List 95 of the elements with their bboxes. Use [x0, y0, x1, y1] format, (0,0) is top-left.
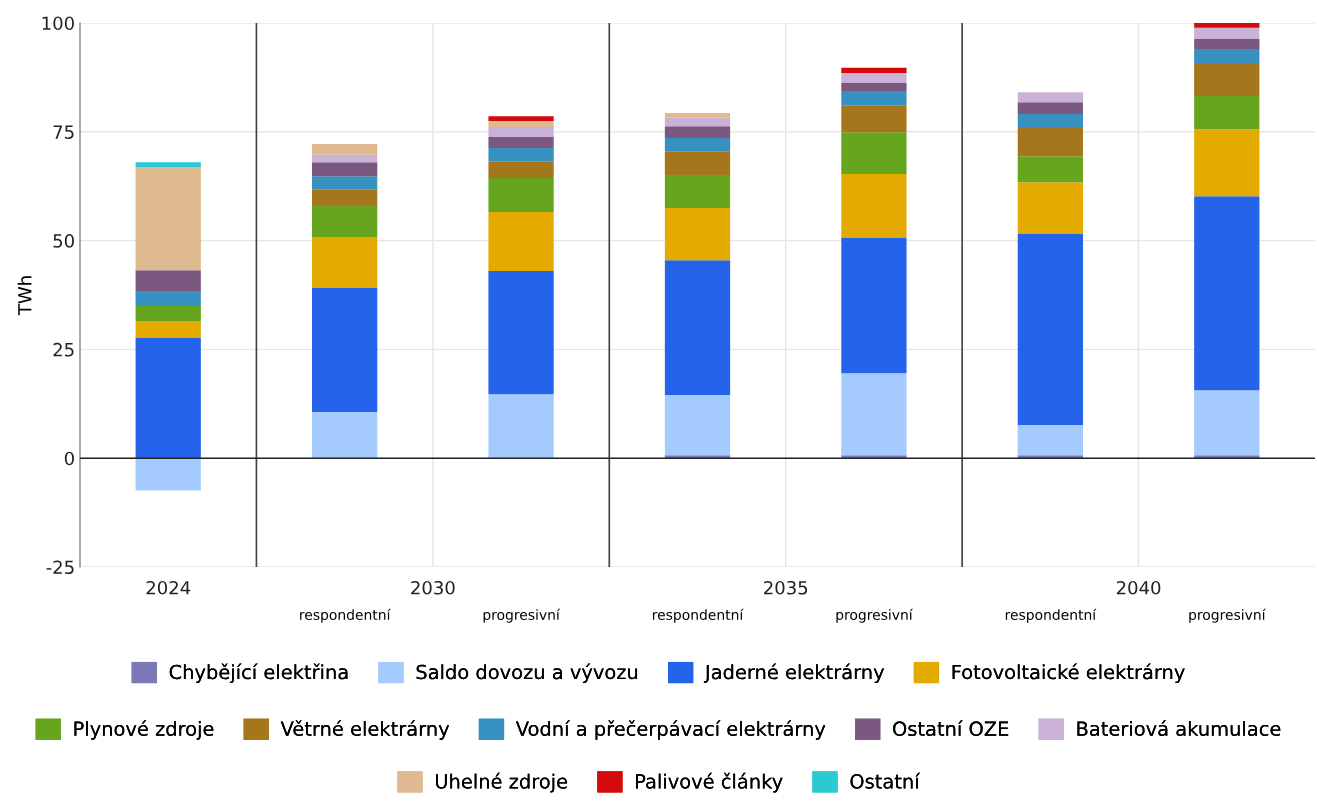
bar — [664, 174, 731, 208]
bar — [1194, 129, 1260, 197]
bar — [1194, 390, 1260, 456]
bar — [841, 90, 907, 106]
bar — [664, 455, 731, 459]
bar — [841, 73, 907, 84]
bar — [312, 143, 378, 155]
bar — [488, 120, 554, 128]
y-tick-label: 50 — [53, 234, 74, 248]
bar — [841, 67, 907, 74]
legend-label: Fotovoltaické elektrárny — [952, 663, 1185, 684]
bar — [312, 154, 378, 163]
bar — [135, 305, 201, 322]
bar — [312, 237, 378, 289]
bar — [135, 458, 201, 491]
bar — [135, 167, 201, 271]
x-tick-label: progresivní — [836, 608, 914, 623]
text: 2040 — [1116, 580, 1161, 595]
text: 2035 — [764, 580, 808, 595]
legend-label: Ostatní OZE — [893, 720, 1009, 737]
bar — [1017, 455, 1083, 459]
bar — [488, 116, 554, 121]
text: 2030 — [411, 580, 455, 595]
bar — [488, 161, 554, 178]
bar — [312, 189, 378, 205]
bar — [488, 211, 554, 272]
y-tick-label: -25 — [46, 560, 74, 575]
legend-label: Jaderné elektrárny — [703, 663, 885, 684]
bar — [135, 321, 201, 339]
bar — [312, 288, 378, 413]
bar — [312, 412, 378, 459]
bar — [1194, 39, 1260, 50]
bar — [664, 113, 731, 118]
bar — [1017, 182, 1083, 235]
legend-label: Bateriová akumulace — [1077, 720, 1281, 737]
bar — [1017, 102, 1083, 114]
bar — [841, 455, 907, 459]
bar — [1017, 425, 1083, 456]
bar — [841, 105, 907, 133]
bar — [135, 162, 201, 168]
bar — [1194, 49, 1260, 64]
y-axis-title: TWh — [17, 276, 32, 316]
bar — [664, 395, 731, 456]
bar — [1017, 113, 1083, 128]
y-tick-label: 25 — [53, 342, 74, 357]
bar — [312, 176, 378, 190]
bar — [664, 207, 731, 261]
bar — [1194, 196, 1260, 391]
legend-label: Větrné elektrárny — [280, 720, 450, 740]
bar — [488, 177, 554, 212]
legend-label: Plynové zdroje — [74, 720, 214, 740]
y-tick-label: 0 — [64, 451, 74, 466]
bar — [312, 162, 378, 177]
x-tick-label: respondentní — [652, 608, 744, 623]
x-tick-label: progresivní — [483, 608, 561, 623]
x-tick-label: respondentní — [300, 608, 391, 623]
bar — [664, 260, 731, 396]
bar — [841, 132, 907, 175]
bar — [841, 373, 907, 456]
bar — [1194, 27, 1260, 40]
bar — [488, 271, 554, 395]
bar — [135, 270, 201, 292]
bar — [1017, 92, 1083, 103]
x-tick-label: respondentní — [1005, 608, 1097, 623]
bar — [1017, 156, 1083, 183]
legend-label: Saldo dovozu a vývozu — [416, 663, 638, 684]
bar — [312, 204, 378, 238]
bar — [1017, 127, 1083, 157]
x-tick-label: progresivní — [1189, 608, 1266, 623]
bar — [1194, 96, 1260, 130]
bar — [664, 117, 731, 127]
bar — [1194, 455, 1260, 459]
legend-label: Chybějící elektřina — [169, 663, 348, 684]
bar — [664, 137, 731, 152]
bar — [1194, 63, 1260, 97]
bar — [488, 127, 554, 138]
bar — [135, 291, 201, 306]
bar — [841, 237, 907, 374]
bar — [135, 338, 201, 459]
bar — [488, 147, 554, 162]
legend-label: Vodní a přečerpávací elektrárny — [515, 720, 826, 740]
bar — [1194, 23, 1260, 28]
bar — [664, 126, 731, 138]
bar — [1017, 234, 1083, 426]
bar — [488, 137, 554, 148]
legend-label: Palivové články — [636, 772, 783, 793]
bar — [488, 394, 554, 459]
bar — [841, 83, 907, 91]
legend-label: Ostatní — [850, 772, 921, 789]
y-tick-label: 100 — [42, 16, 74, 31]
legend-label: Uhelné zdroje — [436, 772, 568, 793]
bar — [664, 151, 731, 175]
y-tick-label: 75 — [53, 125, 74, 139]
text: 2024 — [146, 580, 191, 595]
bar — [841, 174, 907, 238]
